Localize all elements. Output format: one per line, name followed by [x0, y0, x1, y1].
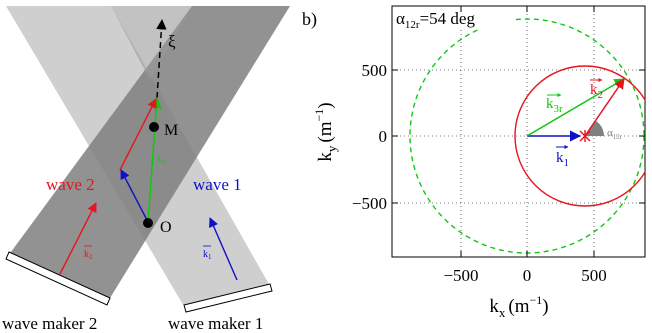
wave-1-label: wave 1	[193, 175, 242, 194]
k2-label-left: k2	[84, 249, 93, 261]
y-tick-label: 0	[379, 127, 388, 146]
k1-label: k1	[556, 150, 569, 169]
k1-label-left: k1	[203, 249, 212, 261]
y-tick-label: −500	[352, 194, 387, 213]
green-vector	[147, 96, 162, 224]
k1-tip-star	[579, 130, 591, 142]
blue-vector	[120, 169, 149, 223]
x-tick-label: 500	[581, 266, 607, 285]
alpha-title-bg	[393, 7, 515, 29]
k3r-vector	[526, 78, 625, 137]
wave-maker-1-label: wave maker 1	[168, 314, 263, 333]
k3r-small-label: k3r	[157, 154, 167, 166]
alpha-title: α12r=54 deg	[396, 9, 475, 31]
k2-vector	[584, 78, 625, 137]
point-M-label: M	[164, 122, 178, 139]
y-tick-marks	[392, 69, 645, 204]
wave-maker-2-label: wave maker 2	[2, 314, 97, 333]
wave-2-band	[8, 6, 290, 298]
red-vector	[119, 98, 157, 171]
wave-maker-1	[183, 283, 273, 313]
left-panel: ξ M O k3r wave 2 wave 1 k2 k1 wave	[2, 6, 290, 333]
point-M	[149, 122, 159, 132]
x-axis-label: kx (m−1)	[489, 293, 548, 320]
y-axis-label: ky(m−1)	[312, 102, 339, 161]
k2-label: k2	[590, 82, 603, 101]
right-panel: b)	[302, 5, 646, 320]
k2-circle	[514, 65, 645, 207]
xi-label: ξ	[168, 32, 176, 51]
wave-2-label: wave 2	[46, 175, 95, 194]
k2-arrow-left	[59, 202, 97, 275]
x-tick-label: −500	[443, 266, 478, 285]
alpha-small-label: α12r	[607, 127, 623, 141]
alpha-wedge	[585, 121, 604, 136]
wave-maker-2	[5, 251, 111, 306]
k3r-label: k3r	[546, 96, 563, 115]
point-O-label: O	[160, 219, 172, 236]
y-tick-label: 500	[362, 61, 388, 80]
panel-letter: b)	[302, 9, 317, 30]
k1-arrow-left	[209, 217, 238, 281]
upper-overlap-region	[111, 6, 192, 80]
xi-axis	[156, 18, 167, 99]
point-O	[143, 218, 153, 228]
x-tick-label: 0	[523, 266, 532, 285]
x-tick-marks	[460, 6, 595, 257]
